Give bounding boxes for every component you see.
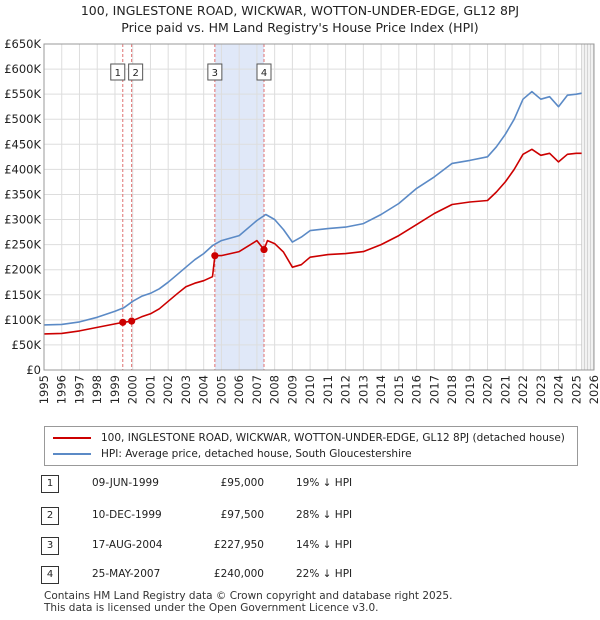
sale-marker-label: 1 [115, 68, 121, 79]
transaction-price: £97,500 [220, 509, 264, 521]
x-tick-label: 2012 [339, 375, 353, 404]
transaction-number: 4 [41, 566, 59, 584]
sale-point [211, 252, 219, 260]
y-tick-label: £150K [4, 288, 41, 302]
x-tick-label: 2026 [587, 375, 600, 404]
legend-item-hpi: HPI: Average price, detached house, Sout… [53, 446, 412, 462]
x-tick-label: 2014 [374, 375, 388, 404]
transaction-price: £240,000 [213, 568, 264, 580]
legend-label-hpi: HPI: Average price, detached house, Sout… [101, 448, 412, 460]
chart-subtitle: Price paid vs. HM Land Registry's House … [121, 20, 479, 35]
sale-point [260, 246, 268, 254]
footer-licence: This data is licensed under the Open Gov… [44, 602, 379, 614]
x-tick-label: 2009 [285, 375, 299, 404]
x-tick-label: 1997 [72, 375, 86, 404]
x-tick-label: 2023 [534, 375, 548, 404]
transaction-number: 2 [41, 507, 59, 525]
legend: 100, INGLESTONE ROAD, WICKWAR, WOTTON-UN… [44, 426, 578, 466]
x-tick-label: 2001 [143, 375, 157, 404]
x-tick-label: 2013 [356, 375, 370, 404]
y-tick-label: £500K [4, 112, 41, 126]
sale-marker-box [207, 63, 223, 81]
x-tick-label: 2017 [427, 375, 441, 404]
x-tick-label: 2000 [126, 375, 140, 404]
y-tick-label: £400K [4, 162, 41, 176]
x-tick-label: 2016 [410, 375, 424, 404]
x-tick-label: 1995 [37, 375, 51, 404]
transaction-hpi-diff: 28% ↓ HPI [296, 509, 353, 521]
transaction-date: 09-JUN-1999 [92, 477, 159, 489]
sale-point [119, 318, 127, 326]
x-tick-label: 2020 [481, 375, 495, 404]
sale-marker-box [110, 63, 126, 81]
y-tick-label: £600K [4, 62, 41, 76]
transaction-price: £227,950 [213, 539, 264, 551]
plot-frame [43, 43, 595, 371]
x-tick-label: 2003 [179, 375, 193, 404]
y-tick-label: £250K [4, 238, 41, 252]
sale-marker-label: 2 [132, 68, 138, 79]
x-tick-label: 2022 [516, 375, 530, 404]
transaction-number: 1 [41, 475, 59, 493]
legend-item-property: 100, INGLESTONE ROAD, WICKWAR, WOTTON-UN… [53, 430, 565, 446]
footer-copyright: Contains HM Land Registry data © Crown c… [44, 590, 453, 602]
x-tick-label: 2018 [445, 375, 459, 404]
property-series-line [43, 148, 582, 335]
y-tick-label: £100K [4, 313, 41, 327]
x-tick-label: 2015 [392, 375, 406, 404]
legend-swatch-hpi [53, 453, 91, 455]
transaction-hpi-diff: 19% ↓ HPI [296, 477, 353, 489]
sale-marker-box [256, 63, 272, 81]
transaction-date: 25-MAY-2007 [92, 568, 161, 580]
sale-marker-label: 4 [261, 68, 267, 79]
y-tick-label: £350K [4, 187, 41, 201]
x-tick-label: 2008 [268, 375, 282, 404]
x-tick-label: 2019 [463, 375, 477, 404]
x-tick-label: 1996 [55, 375, 69, 404]
x-tick-label: 2006 [232, 375, 246, 404]
transaction-number: 3 [41, 537, 59, 555]
y-tick-label: £0 [26, 363, 41, 377]
transaction-date: 17-AUG-2004 [92, 539, 163, 551]
x-tick-label: 2025 [569, 375, 583, 404]
y-tick-label: £50K [12, 338, 42, 352]
transaction-price: £95,000 [220, 477, 264, 489]
y-tick-label: £200K [4, 263, 41, 277]
x-tick-label: 2004 [197, 375, 211, 404]
sale-point [128, 317, 136, 325]
y-tick-label: £300K [4, 213, 41, 227]
sale-marker-box [128, 63, 144, 81]
x-tick-label: 2021 [498, 375, 512, 404]
legend-label-property: 100, INGLESTONE ROAD, WICKWAR, WOTTON-UN… [101, 432, 565, 444]
x-tick-label: 2011 [321, 375, 335, 404]
x-tick-label: 2005 [214, 375, 228, 404]
transaction-date: 10-DEC-1999 [92, 509, 162, 521]
y-tick-label: £650K [4, 37, 41, 51]
sale-marker-label: 3 [212, 68, 218, 79]
chart-title: 100, INGLESTONE ROAD, WICKWAR, WOTTON-UN… [80, 3, 520, 18]
legend-swatch-property [53, 437, 91, 439]
y-tick-label: £450K [4, 137, 41, 151]
y-tick-label: £550K [4, 87, 41, 101]
x-tick-label: 2010 [303, 375, 317, 404]
x-tick-label: 2007 [250, 375, 264, 404]
x-tick-label: 2024 [552, 375, 566, 404]
hpi-series-line [43, 90, 582, 326]
transaction-hpi-diff: 22% ↓ HPI [296, 568, 353, 580]
x-tick-label: 2002 [161, 375, 175, 404]
x-tick-label: 1998 [90, 375, 104, 404]
x-tick-label: 1999 [108, 375, 122, 404]
transaction-hpi-diff: 14% ↓ HPI [296, 539, 353, 551]
